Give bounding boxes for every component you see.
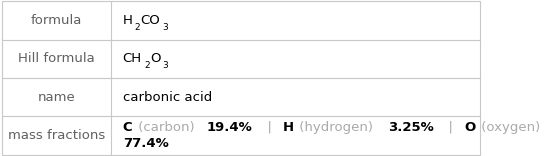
Text: |: | (440, 121, 461, 134)
Text: CH: CH (123, 52, 142, 65)
Text: 2: 2 (144, 61, 150, 70)
Text: 19.4%: 19.4% (207, 121, 253, 134)
Text: (hydrogen): (hydrogen) (295, 121, 377, 134)
Text: CO: CO (140, 14, 160, 27)
Text: O: O (151, 52, 161, 65)
Text: C: C (123, 121, 132, 134)
Text: 2: 2 (134, 23, 140, 32)
Text: (oxygen): (oxygen) (477, 121, 544, 134)
Text: O: O (464, 121, 476, 134)
Text: 77.4%: 77.4% (123, 137, 169, 150)
Text: H: H (123, 14, 133, 27)
Text: (carbon): (carbon) (134, 121, 199, 134)
Text: |: | (259, 121, 280, 134)
Text: 3: 3 (163, 61, 168, 70)
Text: name: name (37, 91, 75, 104)
Text: H: H (283, 121, 294, 134)
Text: formula: formula (31, 14, 82, 27)
Text: Hill formula: Hill formula (18, 52, 94, 65)
Text: 3.25%: 3.25% (388, 121, 434, 134)
Text: mass fractions: mass fractions (8, 129, 105, 142)
Text: carbonic acid: carbonic acid (123, 91, 212, 104)
Text: 3: 3 (163, 23, 168, 32)
